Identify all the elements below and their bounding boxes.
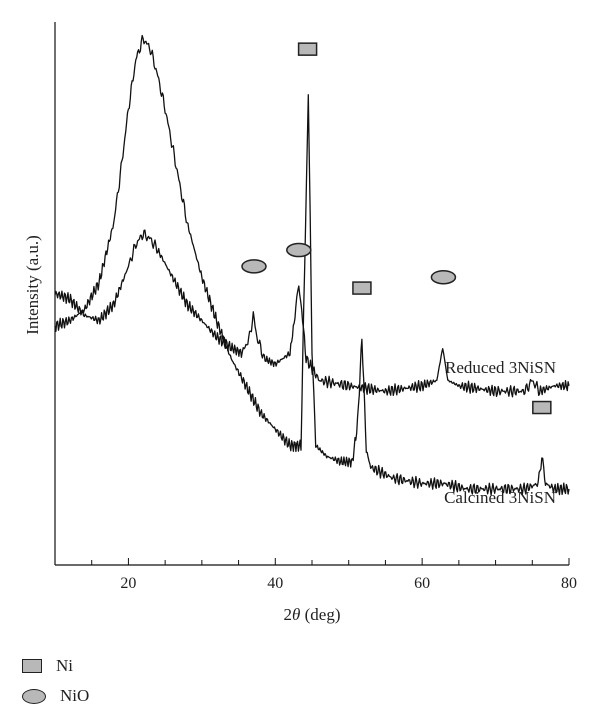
ni-square-marker-icon [22, 659, 42, 673]
peak-markers [241, 42, 552, 415]
x-axis-title-prefix: 2 [284, 605, 293, 624]
curve-labels: Reduced 3NiSN Calcined 3NiSN [444, 358, 556, 507]
nio-peak-marker [430, 269, 457, 285]
y-axis-title: Intensity (a.u.) [23, 235, 42, 335]
legend-label-ni: Ni [56, 656, 73, 675]
legend: Ni NiO [22, 651, 89, 711]
x-tick-label: 40 [267, 575, 283, 592]
x-tick-label: 80 [561, 575, 577, 592]
legend-label-nio: NiO [60, 686, 90, 705]
x-tick-label: 60 [414, 575, 430, 592]
legend-item-ni: Ni [22, 651, 89, 681]
series-line-reduced [54, 34, 570, 496]
curve-label-calcined: Calcined 3NiSN [444, 488, 556, 507]
x-tick-label: 20 [120, 575, 136, 592]
ni-peak-marker [352, 281, 372, 295]
nio-peak-marker [286, 242, 312, 258]
axes [54, 22, 569, 566]
nio-ellipse-marker-icon [22, 688, 46, 704]
series-lines [54, 34, 570, 496]
nio-peak-marker [241, 259, 267, 274]
ni-peak-marker [532, 400, 552, 415]
legend-item-nio: NiO [22, 681, 89, 711]
ni-peak-marker [297, 42, 318, 56]
series-line-calcined [54, 229, 570, 398]
x-ticks: 20 40 60 80 [91, 558, 577, 592]
x-axis-title: 2θ (deg) [284, 605, 341, 624]
x-axis-title-suffix: (deg) [300, 605, 340, 624]
curve-label-reduced: Reduced 3NiSN [445, 358, 556, 377]
x-axis-title-symbol: θ [292, 605, 300, 624]
